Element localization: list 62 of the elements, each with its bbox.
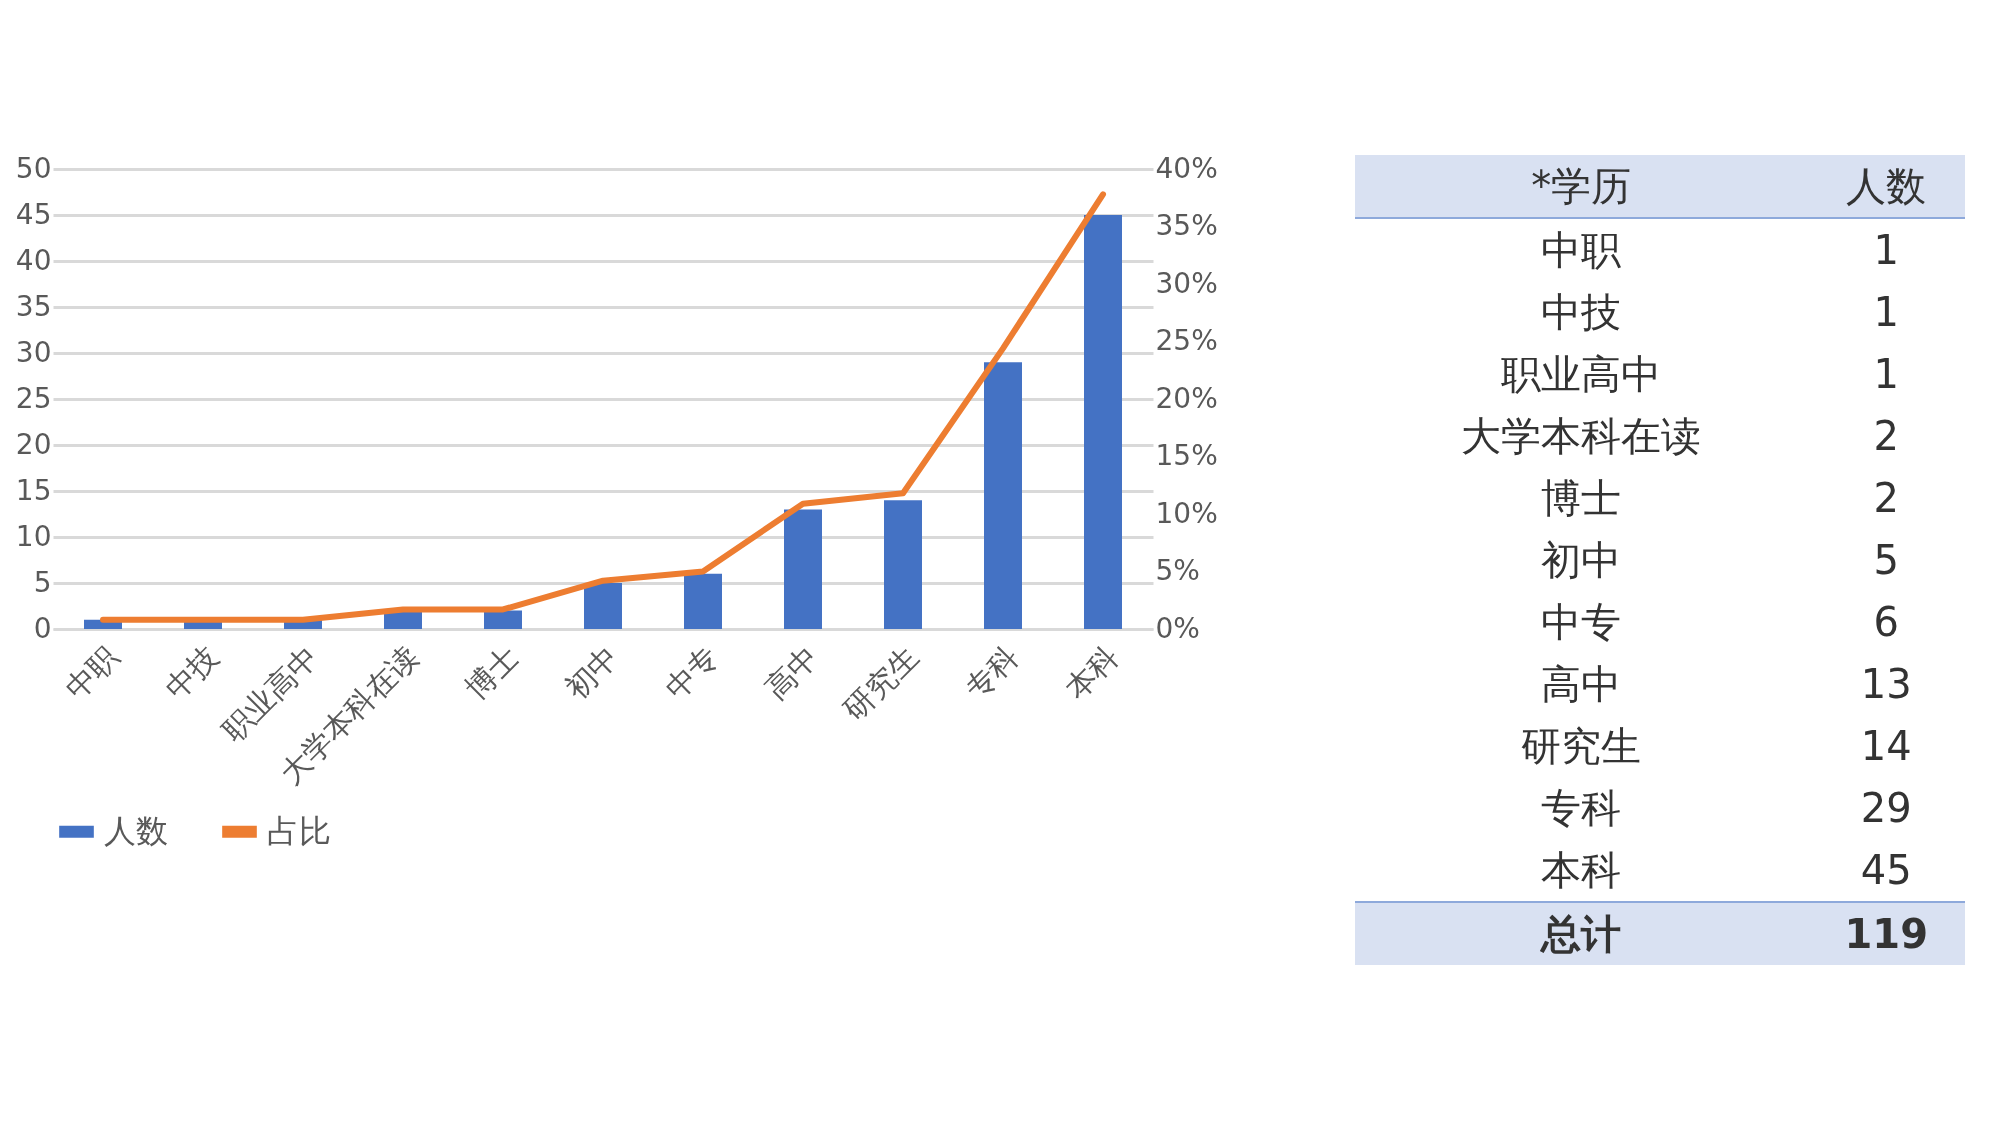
category-label: 大学本科在读 (1460, 411, 1703, 461)
category-label: 职业高中 (1500, 349, 1663, 399)
x-tick-label: 博士 (457, 638, 525, 706)
y-tick-label: 10 (15, 519, 52, 553)
data-label: 2 (1872, 474, 1900, 523)
text: 119 (1807, 902, 1965, 965)
bar (484, 610, 522, 629)
legend-label: 人数 (104, 811, 168, 850)
y-tick-label: 50 (15, 151, 52, 185)
x-tick-label: 初中 (557, 638, 625, 706)
x-tick-label: 中技 (157, 638, 225, 706)
y2-tick-label: 5% (1155, 554, 1200, 587)
data-label: 29 (1859, 784, 1913, 833)
x-tick-label: 本科 (1057, 638, 1125, 706)
y-tick-label: 45 (15, 197, 52, 231)
y-tick-label: 15 (15, 473, 52, 507)
x-tick-label: 中职 (57, 638, 125, 706)
y2-tick-label: 0% (1155, 611, 1200, 645)
data-label: 1 (1872, 288, 1900, 337)
category-label: 博士 (1540, 473, 1623, 523)
y-tick-label: 20 (15, 427, 52, 461)
bar (784, 509, 822, 629)
y-tick-label: 5 (33, 565, 52, 599)
data-label: 5 (1872, 536, 1900, 585)
y2-tick-label: 25% (1155, 324, 1218, 357)
y-tick-label: 0 (33, 611, 52, 645)
bar (584, 583, 622, 629)
x-tick-label: 高中 (757, 638, 825, 706)
bar (684, 573, 722, 629)
y2-tick-label: 10% (1155, 496, 1218, 530)
bar (884, 500, 922, 629)
category-label: 初中 (1540, 535, 1623, 585)
data-label: 14 (1859, 722, 1913, 771)
y-tick-label: 35 (15, 289, 52, 323)
y2-tick-label: 40% (1155, 151, 1218, 185)
category-label: 中技 (1540, 287, 1623, 337)
data-label: 2 (1872, 412, 1900, 461)
category-label: 中职 (1540, 225, 1623, 275)
category-label: 中专 (1540, 597, 1623, 647)
data-label: 13 (1859, 660, 1913, 709)
text: *学历 (1355, 155, 1808, 218)
category-label: 专科 (1540, 783, 1623, 833)
data-label: 1 (1872, 226, 1900, 275)
y2-tick-label: 20% (1155, 381, 1218, 415)
y2-tick-label: 35% (1155, 209, 1218, 242)
y2-tick-label: 30% (1155, 266, 1218, 300)
bar (984, 362, 1022, 629)
data-label: 45 (1859, 846, 1913, 895)
text: 人数 (1807, 155, 1965, 218)
y-tick-label: 30 (15, 335, 52, 369)
category-label: 本科 (1540, 845, 1623, 895)
y-tick-label: 25 (15, 381, 52, 415)
legend-label: 占比 (267, 811, 331, 850)
y-tick-label: 40 (15, 243, 52, 277)
x-tick-label: 中专 (657, 638, 725, 706)
x-tick-label: 研究生 (836, 638, 925, 728)
data-label: 6 (1872, 598, 1900, 647)
text: 总计 (1355, 902, 1808, 965)
y2-tick-label: 15% (1155, 439, 1218, 472)
bar (1084, 215, 1122, 629)
data-label: 1 (1872, 350, 1900, 399)
x-tick-label: 专科 (957, 638, 1025, 706)
